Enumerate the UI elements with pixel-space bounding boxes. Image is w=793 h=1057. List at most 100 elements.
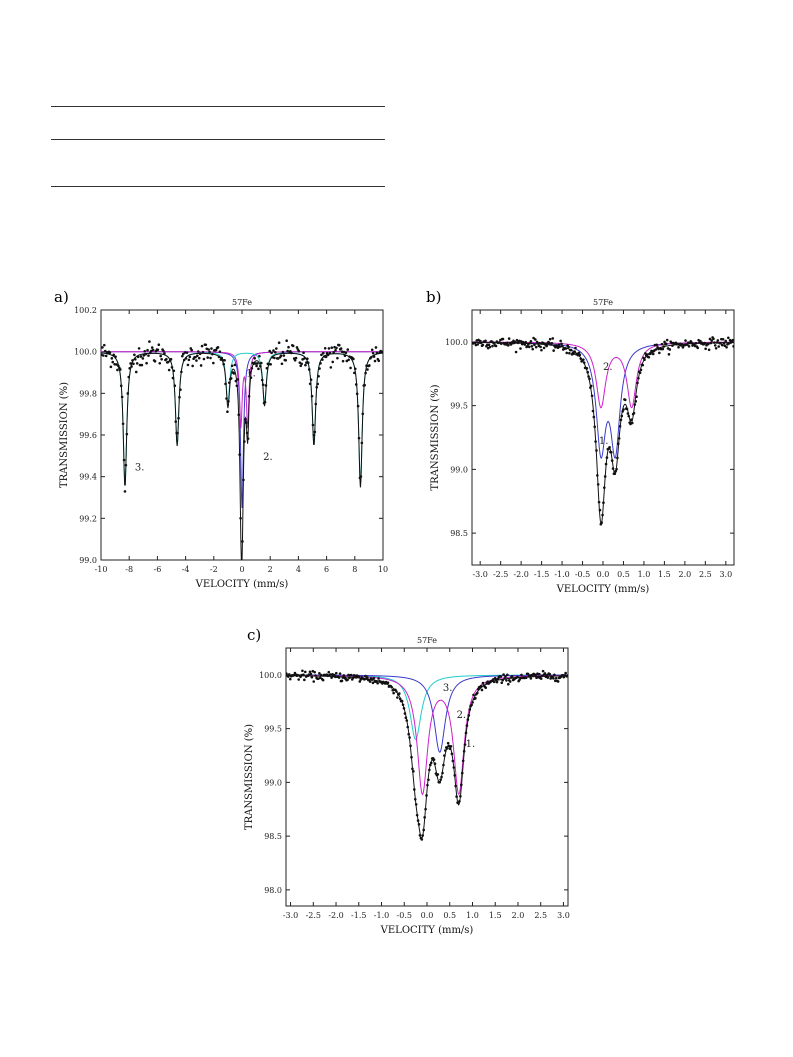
data-point xyxy=(690,341,693,344)
data-point xyxy=(577,351,581,355)
component-annotation: 2. xyxy=(603,362,613,373)
data-point xyxy=(123,490,127,493)
data-point xyxy=(454,784,457,788)
data-point xyxy=(408,736,411,739)
y-axis-label: TRANSMISSION (%) xyxy=(244,724,255,830)
fit-component-2 xyxy=(286,674,568,753)
fit-component-2 xyxy=(101,351,383,429)
data-point xyxy=(410,755,413,759)
data-point xyxy=(303,670,307,674)
data-point xyxy=(573,350,576,353)
component-annotation: 1. xyxy=(599,436,609,447)
data-point xyxy=(294,356,298,360)
data-point xyxy=(332,350,335,354)
data-point xyxy=(484,339,487,343)
data-point xyxy=(416,819,420,822)
data-point xyxy=(685,343,689,346)
data-point xyxy=(357,675,361,679)
data-point xyxy=(603,486,606,489)
data-point xyxy=(499,342,503,345)
data-point xyxy=(560,342,563,346)
data-point xyxy=(524,340,528,344)
data-point xyxy=(647,355,651,359)
data-point xyxy=(258,354,261,358)
data-point xyxy=(321,358,324,361)
data-point xyxy=(334,675,337,679)
data-point xyxy=(169,357,173,361)
data-point xyxy=(284,358,288,362)
data-point xyxy=(198,352,202,356)
data-point xyxy=(539,677,543,680)
data-point xyxy=(488,345,492,349)
data-point xyxy=(400,699,404,703)
data-point xyxy=(376,681,379,685)
data-point xyxy=(162,349,165,353)
data-point xyxy=(526,672,530,676)
component-annotation: 1. xyxy=(246,369,256,380)
data-point xyxy=(558,345,562,348)
component-annotation: 3. xyxy=(443,683,453,694)
data-point xyxy=(242,478,245,482)
data-point xyxy=(714,346,718,350)
data-point xyxy=(178,395,181,399)
data-point xyxy=(445,747,449,750)
data-point xyxy=(114,355,117,358)
data-point xyxy=(126,392,130,395)
data-point xyxy=(131,359,134,362)
data-point xyxy=(495,680,499,684)
data-point xyxy=(142,354,146,357)
data-point xyxy=(600,521,603,524)
data-point xyxy=(195,359,198,362)
data-point xyxy=(144,352,147,356)
data-point xyxy=(287,345,290,349)
data-point xyxy=(243,417,247,421)
data-point xyxy=(102,354,105,357)
data-point xyxy=(481,343,485,347)
y-tick-label: 100.0 xyxy=(445,338,468,347)
x-tick-label: -2 xyxy=(210,565,218,574)
data-point xyxy=(270,351,273,355)
data-point xyxy=(329,366,333,369)
data-point xyxy=(395,690,398,693)
data-point xyxy=(590,394,594,398)
data-point xyxy=(140,363,144,367)
data-point xyxy=(548,672,551,676)
data-point xyxy=(299,364,303,368)
data-point xyxy=(611,467,615,470)
data-point xyxy=(547,341,551,345)
data-point xyxy=(363,383,366,387)
data-point xyxy=(352,357,355,361)
data-point xyxy=(405,719,409,722)
data-point xyxy=(433,762,437,766)
data-point xyxy=(364,674,367,678)
panel-label-b: b) xyxy=(426,288,442,306)
data-point xyxy=(579,357,583,360)
data-point xyxy=(617,437,621,440)
data-point xyxy=(306,357,309,360)
x-tick-label: 0.5 xyxy=(617,570,630,579)
data-point xyxy=(428,763,432,767)
panel-label-c: c) xyxy=(247,626,262,644)
data-point xyxy=(603,475,607,478)
component-annotation: 1. xyxy=(466,739,476,750)
data-point xyxy=(451,759,455,763)
data-point xyxy=(533,343,536,347)
data-point xyxy=(137,347,141,350)
data-point xyxy=(475,691,479,695)
data-point xyxy=(506,673,509,677)
data-point xyxy=(534,345,538,349)
data-point xyxy=(111,360,115,364)
data-point xyxy=(569,348,573,352)
data-point xyxy=(708,337,712,341)
data-point xyxy=(207,348,210,351)
data-point xyxy=(342,674,346,677)
data-point xyxy=(280,362,284,366)
data-point xyxy=(319,362,322,365)
data-point xyxy=(401,703,405,707)
data-point xyxy=(303,678,306,682)
data-point xyxy=(610,459,614,462)
data-point xyxy=(334,671,338,675)
data-point xyxy=(301,669,304,673)
data-point xyxy=(250,367,254,370)
data-point xyxy=(667,353,671,356)
